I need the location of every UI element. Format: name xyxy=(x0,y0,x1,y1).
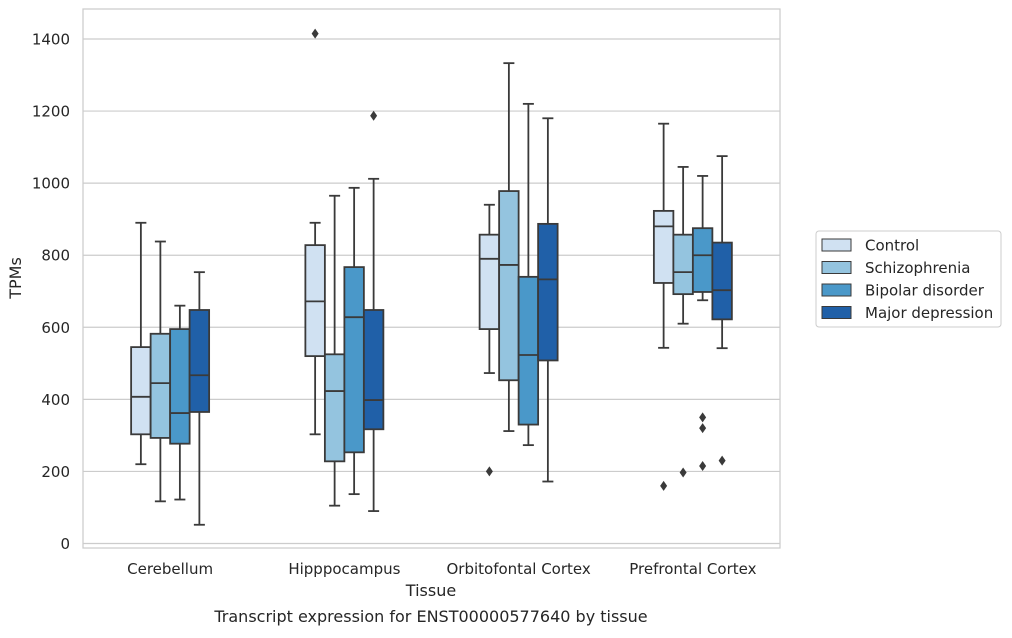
outlier-point xyxy=(699,461,707,472)
box-iqr xyxy=(711,241,733,321)
y-tick-label: 200 xyxy=(41,463,70,481)
plot-frame xyxy=(82,8,781,549)
legend-label: Schizophrenia xyxy=(865,259,970,277)
y-tick-labels: 0 200 400 600 800 1000 1200 1400 xyxy=(32,31,70,554)
box-1-0 xyxy=(149,240,172,503)
x-tick-labels: Cerebellum Hipppocampus Orbitofontal Corte… xyxy=(127,560,756,578)
box-0-0 xyxy=(130,221,152,466)
chart-caption: Transcript expression for ENST0000057764… xyxy=(213,607,647,626)
outlier-point xyxy=(699,423,707,434)
box-3-3 xyxy=(711,155,733,466)
box-0-1 xyxy=(304,28,326,436)
legend-swatch xyxy=(821,238,852,252)
legend-label: Control xyxy=(865,237,919,255)
y-tick-label: 1400 xyxy=(32,31,70,49)
y-tick-label: 1200 xyxy=(32,103,70,121)
box-iqr xyxy=(149,332,172,439)
box-2-0 xyxy=(169,304,191,501)
y-tick-label: 0 xyxy=(60,535,70,553)
box-series xyxy=(130,28,733,526)
outlier-point xyxy=(370,110,378,121)
box-0-3 xyxy=(652,122,675,491)
legend-frame xyxy=(815,230,1002,328)
box-iqr xyxy=(130,346,152,436)
outlier-point xyxy=(660,480,668,491)
box-iqr xyxy=(537,222,559,362)
legend-label: Major depression xyxy=(865,304,993,322)
box-iqr xyxy=(362,309,385,431)
box-iqr xyxy=(188,309,211,413)
legend-swatch xyxy=(821,306,852,319)
x-tick-label: Prefrontal Cortex xyxy=(629,560,756,578)
box-1-1 xyxy=(323,194,346,507)
legend: Control Schizophrenia Bipolar disorder Majo… xyxy=(815,230,1002,328)
y-tick-label: 1000 xyxy=(32,175,70,193)
outlier-point xyxy=(699,412,707,423)
outlier-point xyxy=(485,466,493,477)
legend-label: Bipolar disorder xyxy=(865,282,985,300)
y-tick-label: 400 xyxy=(41,391,70,409)
outlier-point xyxy=(679,467,687,478)
box-iqr xyxy=(323,353,346,463)
box-3-2 xyxy=(537,117,559,483)
x-tick-label: Orbitofontal Cortex xyxy=(447,560,591,578)
box-iqr xyxy=(498,190,520,382)
box-3-0 xyxy=(188,271,211,526)
legend-swatch xyxy=(821,261,852,274)
legend-swatch xyxy=(821,283,852,297)
box-1-3 xyxy=(672,166,694,478)
box-iqr xyxy=(343,266,365,454)
outlier-point xyxy=(718,455,726,466)
box-iqr xyxy=(169,328,191,445)
x-tick-label: Cerebellum xyxy=(127,560,213,578)
y-tick-label: 800 xyxy=(41,247,70,265)
y-axis-label: TPMs xyxy=(6,257,25,300)
box-iqr xyxy=(652,209,675,284)
outlier-point xyxy=(311,28,319,39)
x-tick-label: Hipppocampus xyxy=(288,560,400,578)
x-axis-label: Tissue xyxy=(405,581,456,600)
box-3-1 xyxy=(362,110,385,512)
box-iqr xyxy=(478,233,501,330)
y-tick-label: 600 xyxy=(41,319,70,337)
box-iqr xyxy=(691,227,714,293)
box-iqr xyxy=(672,233,694,296)
box-iqr xyxy=(517,275,540,426)
box-2-2 xyxy=(517,102,540,447)
